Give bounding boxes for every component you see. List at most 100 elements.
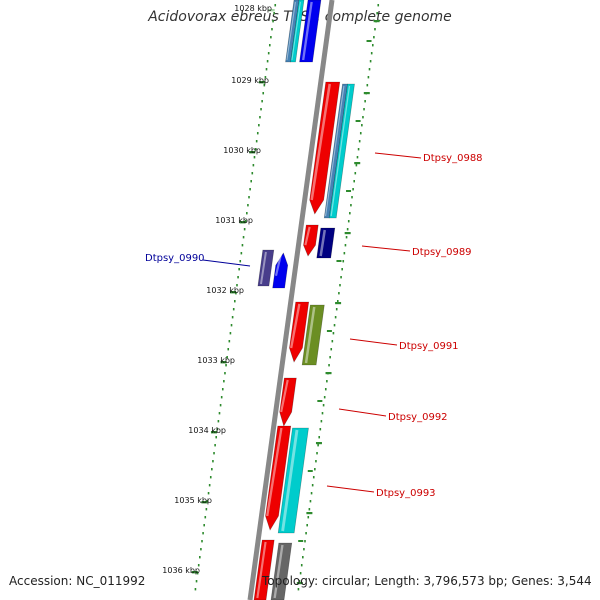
guide-dot: [310, 492, 313, 495]
kbp-tick: [201, 501, 208, 504]
gene-feature: [279, 377, 297, 427]
guide-dot: [303, 548, 305, 551]
guide-dot: [308, 508, 311, 511]
guide-dot: [224, 372, 226, 375]
guide-dot: [220, 396, 223, 399]
guide-dot: [221, 388, 224, 391]
kbp-label: 1035 kbp: [174, 496, 212, 505]
gene-feature: [301, 304, 325, 366]
guide-dot: [209, 476, 212, 479]
guide-dot: [367, 76, 370, 79]
guide-dot: [219, 404, 222, 407]
guide-dot: [239, 260, 242, 263]
guide-dot: [329, 356, 331, 359]
guide-dot: [373, 36, 375, 39]
gene-feature-body: [316, 227, 336, 259]
guide-dot: [363, 108, 365, 111]
kbp-tick: [191, 571, 198, 574]
guide-dot: [195, 580, 198, 583]
guide-dot: [270, 36, 272, 39]
guide-dot: [263, 84, 266, 87]
gene-feature: [270, 542, 293, 600]
guide-dot: [361, 124, 363, 127]
guide-dot: [317, 444, 319, 447]
guide-dot: [356, 156, 359, 159]
guide-dot: [266, 60, 269, 63]
guide-dot: [312, 476, 315, 479]
guide-dot: [227, 348, 230, 351]
callout-line: [202, 259, 251, 267]
guide-dot: [353, 180, 355, 183]
kbp-tick: [306, 512, 313, 515]
guide-dot: [208, 484, 211, 487]
guide-dot: [262, 92, 265, 95]
gene-feature: [289, 301, 310, 363]
kbp-tick: [239, 221, 246, 224]
guide-dot: [305, 532, 307, 535]
guide-dot: [253, 156, 256, 159]
guide-dot: [369, 60, 372, 63]
guide-dot: [194, 588, 197, 591]
kbp-label: 1029 kbp: [231, 76, 269, 85]
guide-dot: [321, 412, 324, 415]
kbp-tick: [325, 372, 332, 375]
kbp-label: 1033 kbp: [197, 356, 235, 365]
kbp-label: 1034 kbp: [188, 426, 226, 435]
gene-feature-body: [257, 249, 275, 287]
guide-dot: [223, 380, 225, 383]
guide-dot: [255, 140, 258, 143]
guide-dot: [328, 364, 330, 367]
guide-dot: [202, 532, 204, 535]
guide-dot: [298, 580, 301, 583]
gene-feature-body: [301, 304, 325, 366]
guide-dot: [346, 228, 349, 231]
gene-feature-shine: [260, 251, 267, 285]
guide-dot: [354, 172, 357, 175]
guide-dot: [377, 4, 380, 7]
callout-line: [326, 485, 375, 493]
gene-feature: [290, 0, 305, 63]
genome-backbone: [247, 0, 335, 600]
gene-label-dtpsy-0993: Dtpsy_0993: [376, 488, 436, 499]
guide-dot: [213, 452, 215, 455]
guide-dot: [302, 556, 304, 559]
gene-feature-shine: [281, 429, 299, 532]
gene-feature-shine: [304, 226, 311, 246]
guide-dot: [268, 44, 271, 47]
guide-dot: [345, 236, 348, 239]
gene-feature-body: [290, 0, 305, 63]
guide-dot: [273, 12, 275, 15]
guide-dot: [320, 420, 323, 423]
kbp-tick: [220, 361, 227, 364]
guide-dot: [351, 196, 353, 199]
guide-dot: [309, 500, 312, 503]
guide-dot: [243, 228, 246, 231]
minor-tick: [366, 40, 372, 42]
guide-dot: [201, 540, 203, 543]
guide-dot: [267, 52, 270, 55]
guide-dot: [204, 516, 207, 519]
gene-feature-shine: [302, 1, 313, 61]
guide-dot: [252, 164, 255, 167]
gene-feature-body: [328, 83, 355, 219]
kbp-label: 1032 kbp: [206, 286, 244, 295]
guide-dot: [259, 116, 261, 119]
guide-dot: [237, 276, 239, 279]
gene-feature: [309, 81, 341, 215]
guide-dot: [231, 316, 234, 319]
guide-dot: [342, 260, 345, 263]
guide-dot: [335, 308, 338, 311]
kbp-tick: [354, 162, 361, 165]
gene-feature-shine: [256, 541, 267, 599]
guide-dot: [234, 300, 236, 303]
gene-feature-shine: [266, 427, 283, 517]
gene-feature-shine: [273, 544, 284, 599]
kbp-tick: [296, 582, 303, 585]
minor-tick: [355, 120, 361, 122]
gene-feature-shine: [304, 306, 316, 364]
guide-dot: [355, 164, 358, 167]
guide-dot: [330, 348, 333, 351]
guide-dot: [374, 28, 376, 31]
kbp-label: 1030 kbp: [223, 146, 261, 155]
